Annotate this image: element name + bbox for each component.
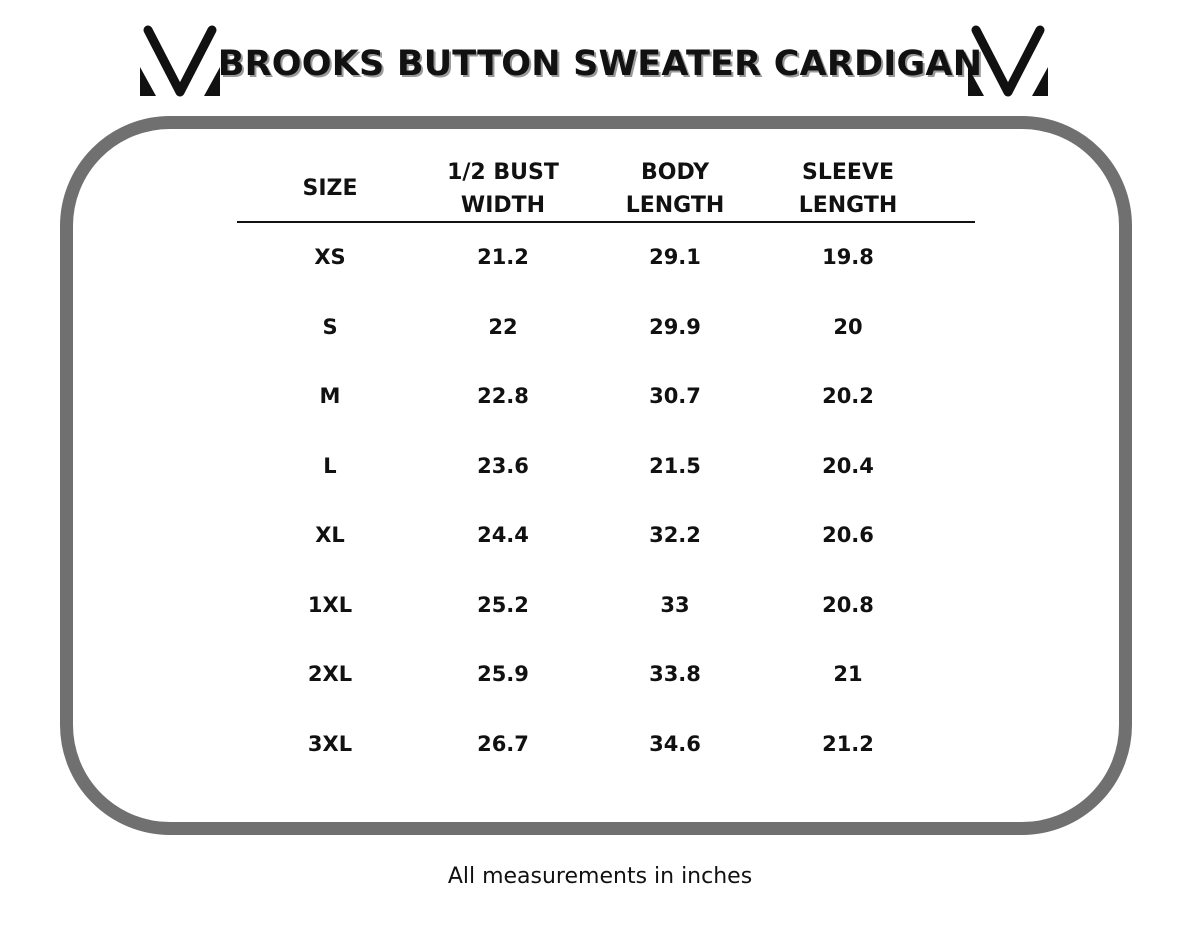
table-cell-size: 3XL: [307, 731, 353, 756]
table-cell-body-length: 34.6: [649, 731, 701, 756]
table-cell-sleeve-length: 20.4: [822, 453, 874, 478]
v-logo-icon: [140, 25, 220, 97]
table-cell-size: S: [322, 314, 338, 339]
table-cell-body-length: 33.8: [649, 662, 701, 686]
v-logo-icon: [968, 25, 1048, 97]
column-header-sleeve-length: SLEEVE LENGTH: [798, 160, 898, 218]
header-divider: [237, 221, 975, 223]
column-header-bust-width: 1/2 BUST WIDTH: [447, 160, 559, 218]
table-cell-bust-width: 25.9: [477, 662, 529, 686]
table-cell-size: 1XL: [307, 592, 353, 617]
table-cell-sleeve-length: 20.2: [822, 384, 874, 408]
table-cell-body-length: 29.9: [649, 314, 701, 339]
table-cell-bust-width: 22: [488, 314, 518, 339]
table-cell-bust-width: 23.6: [477, 453, 529, 478]
table-cell-size: 2XL: [307, 662, 353, 686]
table-cell-bust-width: 24.4: [477, 523, 529, 547]
column-header-body-length: BODY LENGTH: [625, 160, 725, 218]
table-cell-sleeve-length: 21: [833, 662, 863, 686]
column-header-size: SIZE: [302, 176, 358, 201]
table-cell-size: L: [323, 453, 337, 478]
size-chart-frame: [60, 116, 1132, 835]
table-cell-body-length: 21.5: [649, 453, 701, 478]
table-cell-sleeve-length: 20.8: [822, 592, 874, 617]
table-cell-sleeve-length: 19.8: [822, 245, 874, 269]
table-cell-size: XL: [315, 523, 345, 547]
table-cell-sleeve-length: 20.6: [822, 523, 874, 547]
table-cell-size: XS: [314, 245, 346, 269]
table-cell-size: M: [319, 384, 341, 408]
table-cell-bust-width: 25.2: [477, 592, 529, 617]
table-cell-body-length: 29.1: [649, 245, 701, 269]
table-cell-body-length: 30.7: [649, 384, 701, 408]
table-cell-body-length: 33: [660, 592, 690, 617]
table-cell-sleeve-length: 21.2: [822, 731, 874, 756]
table-cell-sleeve-length: 20: [833, 314, 863, 339]
page-title: BROOKS BUTTON SWEATER CARDIGAN: [217, 44, 983, 84]
table-cell-bust-width: 26.7: [477, 731, 529, 756]
footer-note: All measurements in inches: [447, 864, 753, 889]
table-cell-body-length: 32.2: [649, 523, 701, 547]
table-cell-bust-width: 21.2: [477, 245, 529, 269]
table-cell-bust-width: 22.8: [477, 384, 529, 408]
